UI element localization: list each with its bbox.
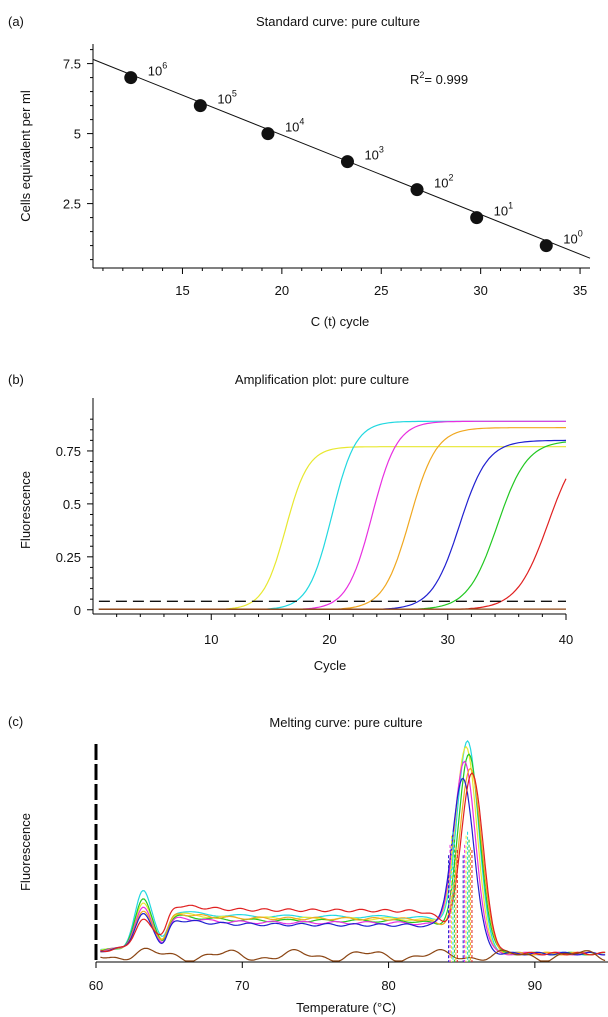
panel-c-label: (c) <box>8 714 23 729</box>
panel-c-title: Melting curve: pure culture <box>269 715 422 730</box>
panel-a-ytick-label: 7.5 <box>63 57 81 72</box>
panel-c-series-line <box>100 753 606 956</box>
panel-a-data-point <box>470 211 484 225</box>
panel-c-xtick-label: 60 <box>89 978 103 993</box>
panel-c-xlabel: Temperature (°C) <box>296 1000 396 1015</box>
panel-b-label: (b) <box>8 372 24 387</box>
panel-a: (a) Standard curve: pure culture 2.5 5 7.5… <box>8 14 591 329</box>
panel-a-data-point <box>193 99 207 113</box>
panel-b-series-line <box>98 439 567 610</box>
panel-c-series-line <box>100 772 606 956</box>
panel-a-xtick-label: 15 <box>175 283 189 298</box>
panel-c-xtick-label: 90 <box>528 978 542 993</box>
panel-a-xtick-label: 30 <box>473 283 487 298</box>
panel-b-ytick-label: 0 <box>74 603 81 618</box>
panel-b-xtick-label: 20 <box>322 632 336 647</box>
panel-b-xtick-label: 10 <box>204 632 218 647</box>
panel-a-xlabel: C (t) cycle <box>311 314 370 329</box>
panel-a-point-label: 100 <box>563 229 582 247</box>
panel-b-xtick-label: 30 <box>441 632 455 647</box>
panel-b-series-line <box>98 478 567 610</box>
panel-b-series-line <box>98 441 567 610</box>
panel-a-xtick-label: 25 <box>374 283 388 298</box>
panel-a-ytick-label: 5 <box>74 127 81 142</box>
panel-a-ytick-label: 2.5 <box>63 197 81 212</box>
panel-a-data-point <box>124 71 138 85</box>
panel-a-data-point <box>410 183 424 197</box>
panel-c-ylabel: Fluorescence <box>18 813 33 891</box>
panel-a-fit-line <box>92 58 591 259</box>
panel-a-point-label: 103 <box>364 145 383 163</box>
panel-a-label: (a) <box>8 14 24 29</box>
panel-b-series-line <box>98 427 566 610</box>
panel-a-xtick-label: 35 <box>573 283 587 298</box>
panel-a-point-label: 101 <box>494 201 513 219</box>
panel-b-ytick-label: 0.5 <box>63 497 81 512</box>
panel-c-series-line <box>100 947 606 962</box>
panel-a-data-point <box>340 155 354 169</box>
panel-a-r2-annotation: R2= 0.999 <box>410 70 468 87</box>
panel-a-ylabel: Cells equivalent per ml <box>18 90 33 222</box>
panel-b-xtick-label: 40 <box>559 632 573 647</box>
panel-c-xtick-label: 70 <box>235 978 249 993</box>
panel-b-title: Amplification plot: pure culture <box>235 372 409 387</box>
panel-b: (b) Amplification plot: pure culture 0 0.… <box>8 372 573 673</box>
panel-b-ytick-label: 0.25 <box>56 550 81 565</box>
panel-c: (c) Melting curve: pure culture 60 70 80 90… <box>8 714 608 1015</box>
panel-b-ylabel: Fluorescence <box>18 471 33 549</box>
panel-a-point-label: 102 <box>434 173 453 191</box>
panel-b-ytick-label: 0.75 <box>56 444 81 459</box>
panel-c-series-line <box>100 739 606 956</box>
panel-c-series-line <box>100 767 606 956</box>
panel-a-data-point <box>261 127 275 141</box>
panel-a-point-label: 106 <box>148 61 167 79</box>
panel-b-xlabel: Cycle <box>314 658 347 673</box>
panel-a-xtick-label: 20 <box>275 283 289 298</box>
panel-a-point-label: 105 <box>217 89 236 107</box>
panel-a-point-label: 104 <box>285 117 304 135</box>
panel-a-data-point <box>539 239 553 253</box>
panel-c-xtick-label: 80 <box>381 978 395 993</box>
panel-c-series-line <box>100 760 606 956</box>
panel-c-series-line <box>100 777 606 956</box>
panel-a-title: Standard curve: pure culture <box>256 14 420 29</box>
